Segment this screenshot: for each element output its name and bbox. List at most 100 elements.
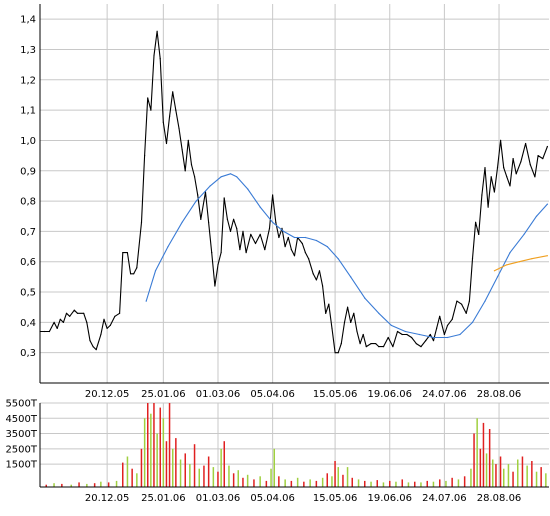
volume-bar — [531, 461, 533, 487]
data-point — [259, 206, 261, 208]
data-point — [200, 218, 202, 220]
volume-bar — [512, 471, 514, 487]
data-point — [468, 300, 470, 302]
data-point — [411, 336, 413, 339]
data-point — [301, 242, 303, 245]
data-point — [375, 343, 377, 345]
data-point — [130, 273, 132, 275]
data-point — [353, 312, 355, 314]
volume-bar — [457, 479, 460, 487]
volume-bar — [535, 471, 538, 487]
data-point — [59, 318, 61, 320]
volume-bar — [451, 477, 453, 487]
data-point — [509, 252, 511, 254]
data-point — [194, 176, 196, 178]
moving-average-orange-line — [493, 255, 549, 272]
volume-bar — [414, 481, 416, 487]
data-point — [62, 321, 64, 323]
volume-x-tick-label: 25.01.06 — [141, 493, 186, 504]
volume-x-tick-label: 24.07.06 — [422, 493, 467, 504]
volume-bar — [545, 473, 547, 487]
price-x-tick-label: 01.03.06 — [196, 389, 241, 400]
data-point — [378, 346, 380, 348]
data-point — [209, 185, 211, 187]
volume-x-tick-label: 20.12.05 — [85, 493, 130, 504]
data-point — [211, 252, 213, 254]
data-point — [217, 264, 219, 266]
data-point — [481, 194, 483, 196]
data-point — [53, 321, 55, 323]
data-point — [165, 142, 168, 145]
volume-bar — [296, 477, 299, 487]
volume-bar — [521, 456, 524, 487]
volume-y-tick-label: 1500T — [5, 460, 37, 471]
volume-bar — [207, 456, 210, 487]
data-point — [136, 267, 138, 269]
volume-bar — [370, 481, 372, 487]
price-y-tick-label: 1,2 — [20, 75, 36, 86]
data-point — [546, 145, 549, 148]
data-point — [382, 346, 385, 348]
price-x-tick-label: 28.08.06 — [477, 389, 522, 400]
data-point — [44, 330, 46, 333]
price-x-tick-label: 24.07.06 — [422, 389, 467, 400]
price-y-tick-label: 1,4 — [20, 15, 36, 26]
data-point — [76, 312, 79, 314]
data-point — [503, 167, 505, 169]
volume-bar — [426, 480, 428, 487]
data-point — [546, 255, 549, 257]
data-point — [100, 333, 102, 336]
volume-bar — [143, 418, 146, 487]
price-x-tick-label: 25.01.06 — [141, 389, 186, 400]
data-point — [89, 340, 91, 342]
data-point — [159, 58, 161, 60]
volume-bar — [463, 476, 466, 487]
data-point — [236, 176, 238, 178]
price-grid — [40, 4, 549, 383]
data-point — [65, 312, 68, 314]
data-point — [145, 300, 147, 302]
volume-bar — [321, 477, 324, 487]
data-point — [432, 340, 435, 342]
data-point — [359, 343, 361, 345]
price-y-tick-label: 1,3 — [20, 45, 36, 56]
data-point — [436, 327, 438, 329]
data-point — [268, 227, 271, 229]
volume-bar — [53, 483, 55, 487]
volume-bar — [290, 480, 293, 487]
data-point — [264, 249, 266, 251]
moving-average-blue-line — [145, 173, 549, 339]
data-point — [365, 346, 367, 348]
data-point — [387, 336, 389, 339]
volume-bar — [331, 476, 333, 487]
volume-bar — [153, 403, 155, 487]
price-y-tick-label: 0,8 — [20, 197, 36, 208]
volume-bar — [131, 468, 133, 487]
volume-bar — [223, 441, 225, 487]
data-point — [432, 336, 435, 339]
data-point — [48, 330, 51, 333]
data-point — [343, 321, 346, 323]
data-point — [340, 343, 342, 345]
data-point — [322, 285, 324, 287]
volume-bar — [351, 477, 353, 487]
data-point — [226, 218, 228, 220]
data-point — [337, 258, 339, 260]
data-point — [167, 246, 169, 248]
volume-bar — [232, 473, 235, 487]
data-point — [443, 333, 445, 336]
volume-bar — [203, 465, 205, 487]
volume-grid — [40, 402, 549, 487]
volume-bar — [503, 468, 505, 487]
volume-y-tick-label: 3500T — [5, 429, 37, 440]
data-point — [162, 121, 164, 123]
data-point — [281, 227, 283, 229]
data-point — [531, 258, 533, 260]
data-point — [290, 249, 292, 251]
data-point — [456, 300, 458, 302]
volume-bar — [45, 484, 47, 487]
volume-bar — [168, 403, 171, 487]
volume-bar — [342, 474, 344, 487]
volume-bar — [159, 407, 161, 487]
